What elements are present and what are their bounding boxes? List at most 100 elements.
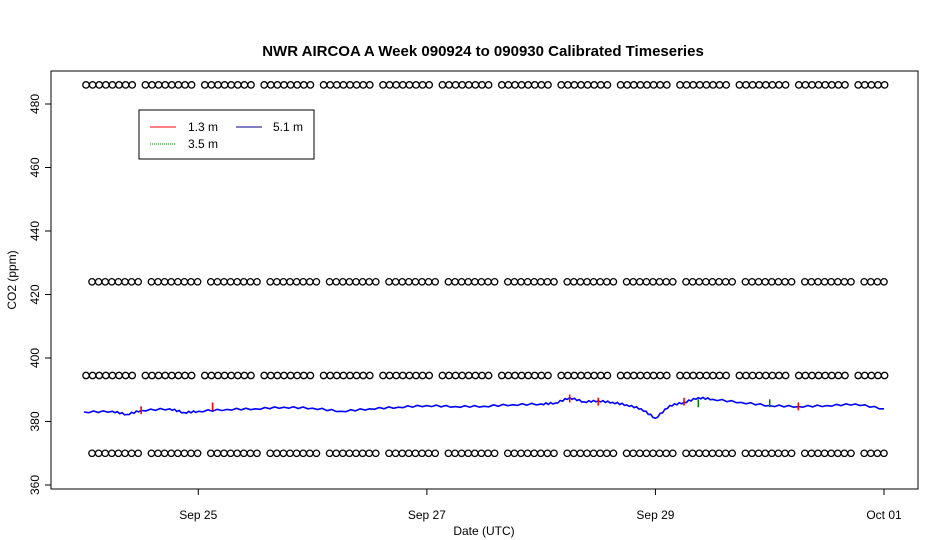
marker-point — [530, 277, 539, 286]
marker-point — [214, 371, 222, 380]
marker-point — [127, 449, 136, 458]
series-lines — [83, 394, 884, 420]
marker-point — [94, 277, 103, 286]
marker-point — [115, 81, 123, 89]
marker-point — [371, 449, 380, 458]
marker-point — [840, 449, 849, 458]
marker-point — [497, 371, 506, 380]
marker-point — [392, 81, 401, 89]
marker-point — [293, 81, 302, 89]
marker-point — [398, 449, 407, 458]
marker-point — [391, 277, 400, 286]
marker-point — [365, 277, 374, 286]
marker-point — [227, 81, 236, 89]
marker-point — [82, 81, 90, 89]
marker-point — [642, 449, 651, 458]
marker-point — [226, 277, 235, 286]
marker-point — [319, 371, 328, 380]
marker-point — [801, 371, 810, 380]
marker-point — [787, 277, 796, 286]
marker-point — [616, 371, 625, 380]
marker-point — [867, 371, 876, 380]
marker-point — [345, 277, 354, 286]
marker-point — [326, 81, 335, 89]
marker-point — [154, 277, 162, 286]
marker-point — [536, 449, 545, 458]
marker-point — [88, 371, 97, 380]
marker-point — [682, 449, 690, 458]
marker-point — [306, 81, 315, 89]
marker-point — [603, 371, 612, 380]
marker-point — [801, 81, 810, 89]
marker-point — [213, 449, 222, 458]
marker-point — [557, 371, 566, 380]
marker-point — [715, 449, 723, 458]
marker-point — [629, 81, 638, 89]
y-tick-label: 440 — [28, 221, 42, 241]
marker-point — [154, 371, 163, 380]
marker-point — [392, 371, 401, 380]
chart-title: NWR AIRCOA A Week 090924 to 090930 Calib… — [262, 43, 704, 60]
marker-point — [807, 277, 816, 286]
marker-point — [537, 371, 546, 380]
marker-point — [332, 371, 341, 380]
marker-point — [668, 277, 677, 286]
marker-point — [279, 277, 288, 286]
series-line-5-1m — [83, 396, 884, 420]
marker-point — [609, 277, 618, 286]
marker-point — [345, 449, 354, 458]
marker-point — [286, 371, 295, 380]
marker-point — [589, 277, 598, 286]
marker-point — [510, 449, 519, 458]
marker-point — [101, 371, 110, 380]
marker-point — [418, 371, 427, 380]
marker-point — [160, 277, 169, 286]
marker-point — [682, 277, 690, 286]
marker-point — [860, 449, 869, 458]
marker-point — [411, 277, 420, 286]
marker-point — [101, 449, 110, 458]
marker-point — [425, 371, 434, 380]
marker-point — [854, 81, 863, 89]
marker-point — [253, 449, 261, 458]
legend-label-1: 1.3 m — [188, 120, 218, 134]
marker-point — [701, 277, 710, 286]
marker-point — [325, 277, 334, 286]
marker-point — [319, 81, 328, 89]
marker-point — [490, 449, 499, 458]
marker-point — [715, 371, 724, 380]
marker-point — [860, 371, 869, 380]
y-tick-label: 400 — [28, 348, 42, 368]
marker-point — [569, 449, 578, 458]
legend-label-2: 3.5 m — [188, 137, 218, 151]
marker-point — [510, 277, 519, 286]
marker-point — [246, 449, 255, 458]
marker-point — [352, 277, 360, 286]
marker-point — [332, 277, 341, 286]
marker-point — [484, 81, 493, 89]
marker-point — [398, 81, 407, 89]
marker-point — [167, 371, 176, 380]
marker-point — [445, 371, 453, 380]
marker-point — [180, 449, 189, 458]
marker-point — [754, 277, 763, 286]
marker-point — [860, 81, 869, 89]
marker-point — [827, 371, 836, 380]
marker-point — [530, 371, 539, 380]
y-tick-label: 360 — [28, 475, 42, 495]
marker-point — [108, 371, 117, 380]
marker-point — [121, 81, 130, 89]
marker-point — [602, 449, 611, 458]
marker-point — [141, 371, 150, 380]
marker-point — [181, 81, 189, 89]
marker-point — [827, 277, 836, 286]
marker-point — [735, 81, 744, 89]
marker-point — [536, 277, 545, 286]
marker-point — [635, 449, 644, 458]
marker-point — [860, 277, 869, 286]
marker-point — [332, 449, 341, 458]
marker-point — [385, 81, 394, 89]
marker-point — [358, 277, 367, 286]
marker-point — [246, 277, 255, 286]
